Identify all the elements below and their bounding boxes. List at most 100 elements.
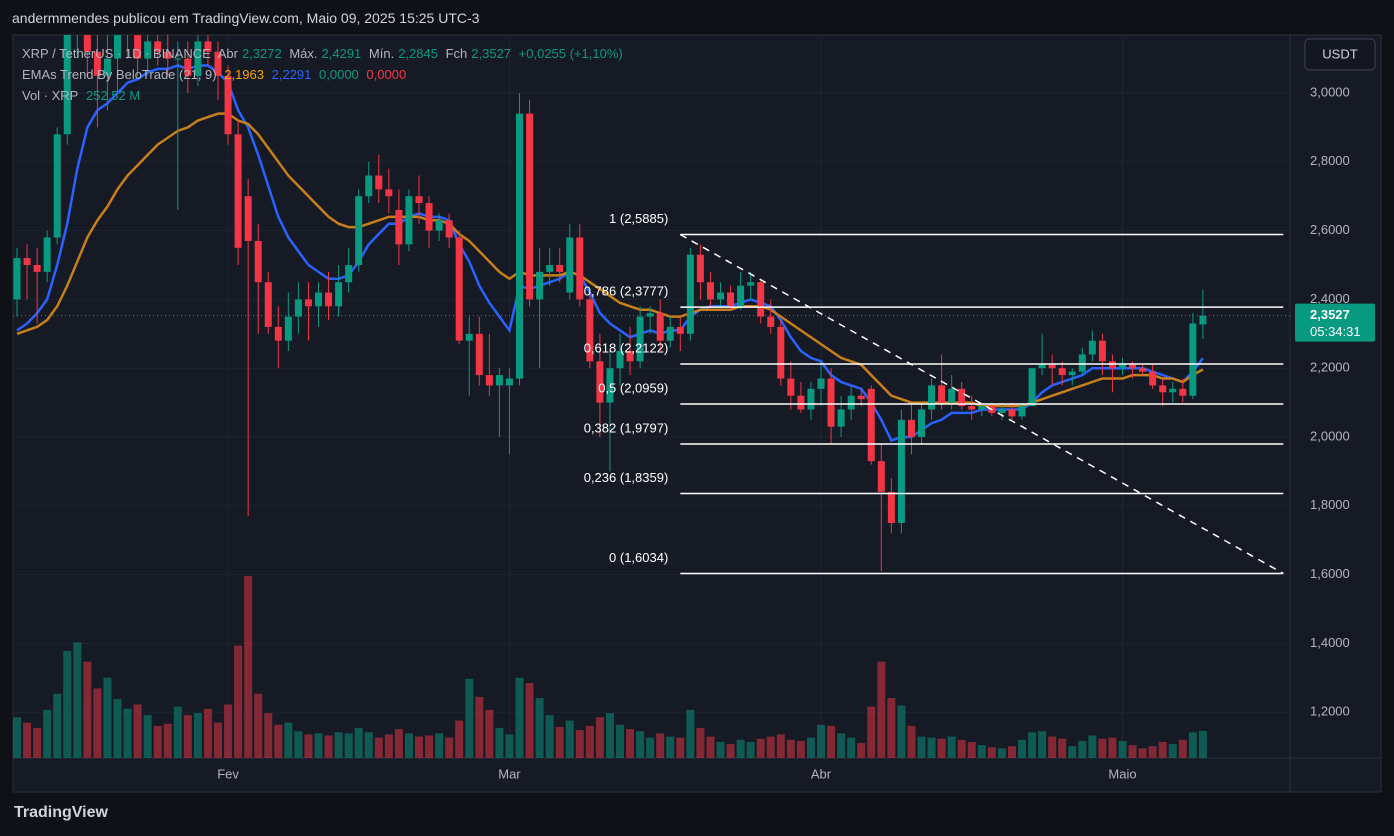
candle-body: [666, 326, 674, 341]
candle-body: [23, 258, 31, 266]
candle-body: [616, 351, 624, 369]
candle-body: [1028, 368, 1036, 407]
candle-body: [636, 316, 644, 362]
volume-bar: [1098, 738, 1107, 758]
candle-body: [626, 351, 634, 362]
volume-bar: [153, 725, 162, 758]
volume-bar: [193, 713, 202, 758]
last-price-label: 2,3527: [1310, 307, 1350, 322]
value: 2,3272: [241, 46, 282, 61]
volume-bar: [595, 717, 604, 758]
label: Máx.: [289, 46, 318, 61]
candle-body: [315, 292, 322, 307]
volume-bar: [666, 736, 675, 758]
candle-body: [1098, 340, 1106, 362]
volume-bar: [203, 708, 212, 758]
candle-body: [204, 41, 212, 52]
candle-body: [1179, 388, 1187, 396]
y-tick-label: 2,6000: [1310, 222, 1350, 237]
candle-body: [405, 196, 413, 245]
axes: 1,2000 1,4000 1,6000 1,8000 2,0000 2,2000 2,40…: [217, 84, 1375, 781]
candle-body: [1078, 354, 1086, 372]
candle-body: [877, 461, 885, 493]
candle-body: [606, 368, 614, 403]
volume-bar: [917, 736, 926, 758]
candle-body: [234, 134, 242, 248]
value: 2,2845: [398, 46, 438, 61]
volume-bar: [344, 733, 353, 758]
volume-bar: [626, 729, 635, 758]
candle-body: [737, 285, 745, 307]
volume-bar: [796, 740, 805, 758]
candle-body: [706, 282, 714, 300]
indicator-title[interactable]: EMAs Trend By BeloTrade (21, 9): [22, 67, 217, 82]
volume-bar: [515, 677, 524, 758]
volume-bar: [435, 733, 444, 758]
fib-label: 0,786 (2,3777): [584, 284, 669, 299]
volume-bar: [143, 715, 152, 758]
candle-body: [415, 196, 423, 204]
candle-body: [495, 375, 503, 386]
y-tick-label: 3,0000: [1310, 84, 1350, 99]
countdown: 05:34:31: [1310, 324, 1361, 339]
candle-body: [194, 41, 202, 76]
candle-body: [857, 395, 865, 400]
volume-bar: [525, 683, 534, 758]
candle-body: [1199, 315, 1207, 325]
candle-body: [516, 113, 523, 379]
volume-bar: [425, 735, 434, 758]
volume-bar: [947, 736, 956, 758]
y-tick-label: 2,8000: [1310, 153, 1350, 168]
candle-body: [1038, 364, 1046, 369]
volume-bar: [1168, 744, 1177, 758]
volume-bar: [535, 698, 544, 758]
candle-body: [154, 41, 162, 52]
fib-label: 1 (2,5885): [609, 211, 668, 226]
candle-body: [1149, 371, 1157, 386]
candle-body: [586, 299, 594, 362]
candle-body: [526, 113, 534, 300]
volume-bar: [123, 708, 132, 758]
candle-body: [918, 409, 925, 438]
candle-body: [254, 240, 262, 283]
symbol[interactable]: XRP / TetherUS · 1D · BINANCE: [22, 46, 211, 61]
candle-body: [958, 388, 966, 407]
change: +0,0255 (+1,10%): [518, 46, 623, 61]
volume-bar: [887, 698, 896, 758]
volume-bar: [987, 747, 996, 758]
candle-body: [1159, 385, 1167, 393]
volume-bar: [1138, 748, 1147, 758]
volume-bar: [304, 734, 313, 758]
volume-bar: [977, 745, 986, 758]
candle-body: [335, 282, 343, 307]
indicator-title[interactable]: Vol · XRP: [22, 88, 79, 103]
candle-body: [907, 419, 915, 438]
currency[interactable]: USDT: [1322, 46, 1357, 61]
currency-button[interactable]: [1304, 38, 1376, 71]
volume-bar: [404, 733, 413, 758]
candle-body: [174, 58, 182, 60]
y-tick-label: 2,0000: [1310, 428, 1350, 443]
candle-body: [224, 75, 232, 135]
volume-bar: [103, 677, 112, 758]
volume-bar: [224, 704, 233, 758]
volume-bar: [1118, 740, 1127, 758]
volume-bar: [374, 737, 383, 758]
volume-bar: [957, 739, 966, 758]
volume-bar: [264, 713, 273, 758]
volume-bar: [746, 741, 755, 758]
candle-body: [717, 292, 724, 300]
candle-body: [797, 395, 805, 410]
candle-body: [264, 282, 272, 327]
volume-bar: [1188, 732, 1197, 758]
candle-body: [928, 385, 936, 410]
volume-bar: [394, 729, 403, 758]
chart-frame: [12, 34, 1382, 793]
volume-bar: [73, 642, 82, 758]
volume-bar: [756, 738, 765, 758]
candle-body: [978, 406, 986, 410]
volume-bar: [847, 737, 856, 758]
legend-symbol-row: XRP / TetherUS · 1D · BINANCE Abr 2,3272 …: [22, 46, 627, 61]
volume-bar: [806, 737, 815, 758]
volume-bar: [63, 650, 72, 758]
